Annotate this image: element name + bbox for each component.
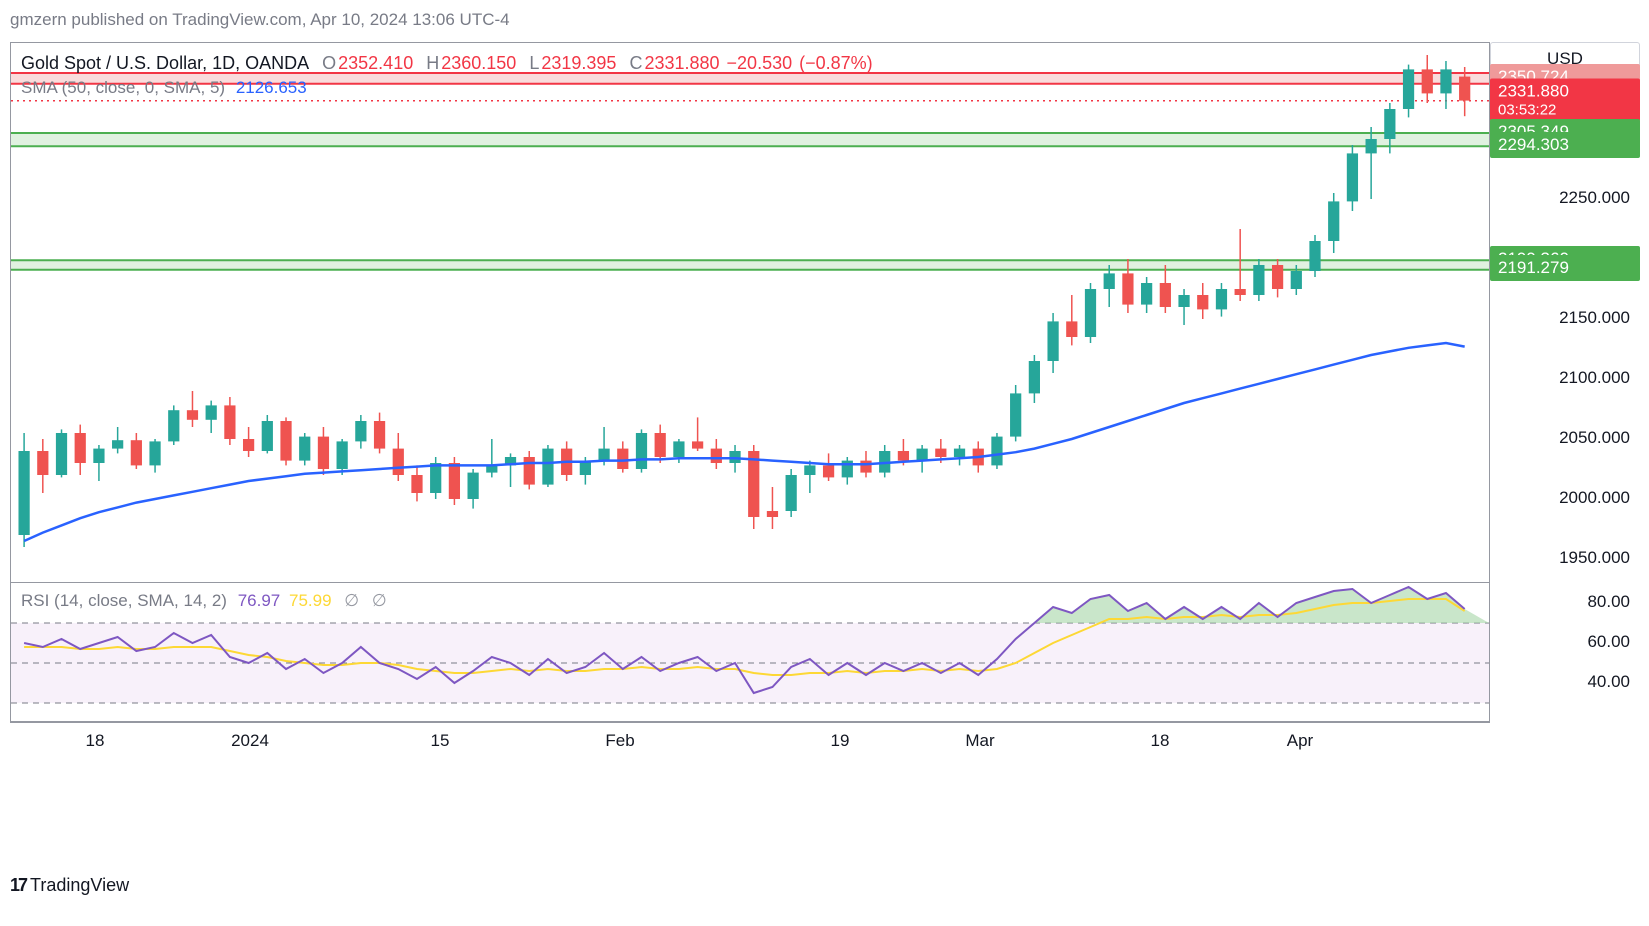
price-tag: 2294.303 (1490, 132, 1640, 158)
rsi-y-tick: 60.00 (1587, 632, 1630, 652)
rsi-y-tick: 80.00 (1587, 592, 1630, 612)
price-canvas (11, 43, 1489, 583)
y-tick: 2050.000 (1559, 428, 1630, 448)
y-tick: 1950.000 (1559, 548, 1630, 568)
x-tick: Feb (605, 731, 634, 751)
x-tick: 19 (831, 731, 850, 751)
sma-legend: SMA (50, close, 0, SMA, 5) 2126.653 (21, 78, 307, 98)
x-tick: Apr (1287, 731, 1313, 751)
x-tick: 18 (1151, 731, 1170, 751)
tradingview-logo: 17TradingView (10, 875, 129, 896)
x-tick: 2024 (231, 731, 269, 751)
price-pane[interactable]: Gold Spot / U.S. Dollar, 1D, OANDA O2352… (11, 43, 1489, 583)
x-tick: 18 (86, 731, 105, 751)
y-tick: 2150.000 (1559, 308, 1630, 328)
price-y-axis[interactable]: USD 2250.0002150.0002100.0002050.0002000… (1490, 42, 1640, 722)
x-tick: Mar (965, 731, 994, 751)
publish-header: gmzern published on TradingView.com, Apr… (10, 10, 510, 30)
symbol-info: Gold Spot / U.S. Dollar, 1D, OANDA O2352… (21, 53, 875, 74)
rsi-y-tick: 40.00 (1587, 672, 1630, 692)
x-tick: 15 (431, 731, 450, 751)
price-tag: 2191.279 (1490, 255, 1640, 281)
rsi-pane[interactable]: RSI (14, close, SMA, 14, 2) 76.97 75.99 … (11, 583, 1489, 723)
chart-container[interactable]: Gold Spot / U.S. Dollar, 1D, OANDA O2352… (10, 42, 1490, 722)
symbol-name: Gold Spot / U.S. Dollar, 1D, OANDA (21, 53, 309, 73)
y-tick: 2100.000 (1559, 368, 1630, 388)
rsi-legend: RSI (14, close, SMA, 14, 2) 76.97 75.99 … (21, 591, 387, 611)
y-tick: 2250.000 (1559, 188, 1630, 208)
price-tag: 2331.88003:53:22 (1490, 78, 1640, 121)
y-tick: 2000.000 (1559, 488, 1630, 508)
time-x-axis[interactable]: 18 2024 15 Feb 19 Mar 18 Apr (10, 722, 1490, 762)
